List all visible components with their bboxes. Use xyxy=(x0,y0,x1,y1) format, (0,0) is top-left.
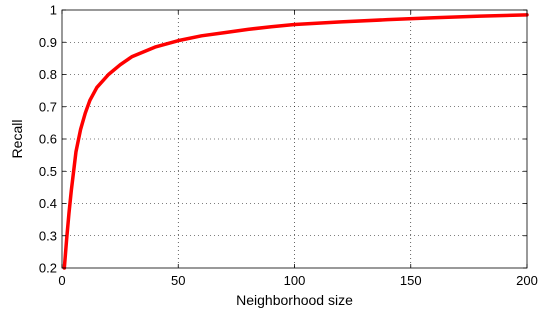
grid xyxy=(62,10,527,268)
y-tick-label: 0.3 xyxy=(39,228,57,243)
x-tick-label: 50 xyxy=(171,273,185,288)
recall-series-line xyxy=(62,13,529,270)
y-tick-label: 0.4 xyxy=(39,196,57,211)
x-tick-label: 0 xyxy=(58,273,65,288)
y-tick-label: 0.9 xyxy=(39,35,57,50)
series-layer xyxy=(62,13,529,270)
y-tick-label: 0.8 xyxy=(39,67,57,82)
y-tick-label: 0.6 xyxy=(39,132,57,147)
x-axis-label: Neighborhood size xyxy=(236,292,353,308)
y-tick-label: 0.2 xyxy=(39,261,57,276)
x-tick-label: 200 xyxy=(516,273,538,288)
y-tick-label: 1 xyxy=(50,3,57,18)
y-tick-label: 0.5 xyxy=(39,164,57,179)
y-tick-labels: 0.2 0.3 0.4 0.5 0.6 0.7 0.8 0.9 1 xyxy=(39,3,57,276)
y-tick-label: 0.7 xyxy=(39,99,57,114)
x-tick-labels: 0 50 100 150 200 xyxy=(58,273,537,288)
x-tick-label: 100 xyxy=(284,273,306,288)
tick-marks xyxy=(61,9,528,269)
x-tick-label: 150 xyxy=(400,273,422,288)
y-axis-label: Recall xyxy=(9,120,25,159)
